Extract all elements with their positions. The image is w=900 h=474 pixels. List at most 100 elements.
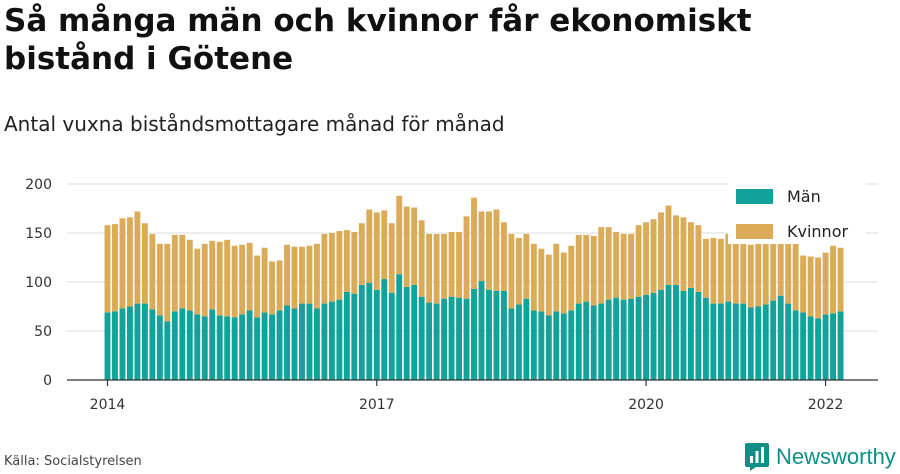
chart-title: Så många män och kvinnor får ekonomiskt … [4, 3, 752, 77]
bar-kvinnor [291, 246, 298, 309]
bar-man [807, 316, 814, 380]
bar-man [366, 282, 373, 380]
bar-kvinnor [830, 245, 837, 314]
bar-man [112, 311, 118, 380]
bar-man [186, 310, 193, 380]
bar-kvinnor [403, 206, 410, 287]
bar-kvinnor [553, 243, 560, 312]
bar-kvinnor [306, 245, 313, 304]
bar-kvinnor [493, 209, 500, 291]
bar-kvinnor [598, 227, 605, 304]
legend-swatch [736, 189, 773, 204]
bar-kvinnor [313, 243, 320, 309]
bar-man [261, 312, 268, 380]
bar-man [598, 303, 605, 380]
bar-man [635, 296, 642, 380]
bar-man [284, 305, 290, 380]
y-tick-label: 150 [25, 226, 52, 242]
bar-man [299, 303, 305, 380]
legend-label: Män [787, 187, 821, 206]
bar-man [508, 308, 515, 380]
bar-man [755, 306, 762, 380]
bar-kvinnor [156, 243, 163, 316]
bar-man [553, 311, 560, 380]
bar-kvinnor [149, 233, 156, 310]
bar-kvinnor [456, 232, 463, 298]
bar-kvinnor [201, 243, 208, 317]
bar-kvinnor [164, 243, 171, 322]
bar-kvinnor [792, 243, 799, 311]
bars [104, 195, 844, 380]
bar-kvinnor [583, 234, 590, 302]
bar-kvinnor [680, 217, 687, 291]
bar-man [830, 313, 837, 380]
bar-kvinnor [224, 239, 231, 317]
bar-man [650, 292, 657, 380]
x-tick-label: 2020 [628, 397, 664, 413]
x-tick-label: 2017 [359, 397, 395, 413]
bar-kvinnor [673, 215, 679, 285]
bar-kvinnor [239, 244, 246, 315]
bar-man [269, 314, 276, 380]
bar-kvinnor [800, 255, 807, 313]
bar-kvinnor [500, 222, 507, 291]
bar-kvinnor [381, 210, 388, 280]
bar-man [590, 305, 597, 380]
bar-man [620, 299, 627, 380]
bar-man [815, 318, 822, 380]
bar-kvinnor [463, 216, 470, 299]
bar-man [673, 284, 679, 380]
bar-kvinnor [261, 247, 268, 313]
bar-man [373, 289, 380, 380]
bar-man [126, 306, 133, 380]
bar-man [396, 274, 403, 380]
bar-kvinnor [104, 225, 111, 313]
bar-man [179, 308, 186, 380]
bar-kvinnor [762, 227, 769, 305]
bar-kvinnor [755, 230, 762, 307]
bar-man [239, 314, 246, 380]
axes: 0 50 100 150 200 2014 2017 2020 2022 [25, 177, 878, 413]
bar-man [695, 291, 702, 380]
bar-kvinnor [785, 238, 792, 304]
bar-kvinnor [396, 195, 403, 275]
bar-kvinnor [276, 260, 283, 311]
bar-kvinnor [373, 212, 380, 290]
bar-kvinnor [815, 257, 822, 319]
bar-kvinnor [777, 219, 784, 296]
bar-kvinnor [643, 222, 650, 295]
bar-man [411, 284, 418, 380]
bar-man [156, 315, 163, 380]
bar-man [141, 303, 148, 380]
bar-kvinnor [508, 233, 515, 309]
bar-kvinnor [635, 225, 642, 297]
bar-man [710, 303, 717, 380]
bar-man [456, 297, 463, 380]
bar-man [336, 299, 343, 380]
bar-man [560, 313, 567, 380]
x-tick-label: 2022 [808, 397, 844, 413]
bar-kvinnor [119, 218, 126, 309]
bar-kvinnor [665, 205, 672, 285]
brand-logo: Newsworthy [744, 441, 896, 473]
y-tick-label: 0 [43, 373, 52, 389]
bar-kvinnor [478, 211, 485, 282]
bar-man [164, 321, 171, 380]
brand-name: Newsworthy [776, 444, 896, 469]
bar-kvinnor [358, 223, 365, 285]
bar-man [792, 310, 799, 380]
bar-kvinnor [807, 256, 814, 317]
bar-kvinnor [112, 224, 118, 312]
source-note: Källa: Socialstyrelsen [4, 454, 142, 469]
bar-kvinnor [687, 222, 694, 288]
bar-kvinnor [216, 241, 223, 316]
bar-man [628, 298, 635, 380]
bar-kvinnor [194, 248, 201, 315]
bar-man [732, 303, 739, 380]
bar-kvinnor [179, 234, 186, 309]
legend-label: Kvinnor [787, 222, 848, 241]
bar-man [119, 308, 126, 380]
bar-kvinnor [613, 232, 620, 298]
bar-man [306, 303, 313, 380]
bar-man [194, 314, 201, 380]
